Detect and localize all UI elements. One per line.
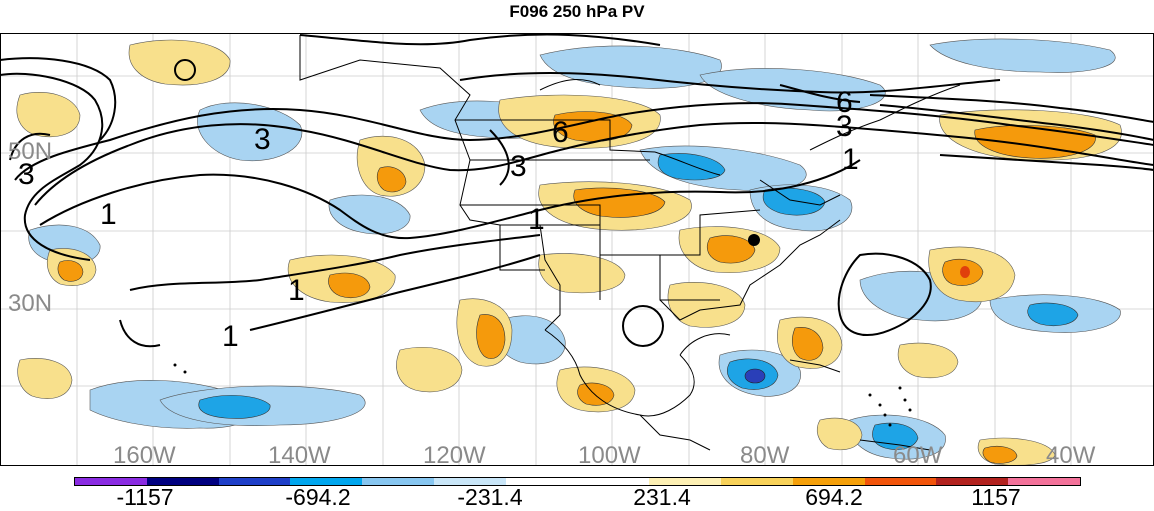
colorbar-swatch [864, 478, 937, 485]
open-circle-marker [622, 305, 664, 347]
colorbar-swatch [290, 478, 363, 485]
contour-label-3-atlantic: 3 [836, 110, 853, 143]
colorbar-label-pos-1157: 1157 [971, 484, 1021, 510]
lon-label-100w: 100W [578, 442, 641, 469]
lon-label-80w: 80W [740, 442, 790, 469]
colorbar-swatch [218, 478, 291, 485]
contour-label-1-newengland: 1 [842, 143, 859, 176]
colorbar-swatch [649, 478, 722, 485]
colorbar-swatch [505, 478, 578, 485]
colorbar [74, 477, 1081, 486]
contour-label-6-canada: 6 [552, 116, 569, 149]
open-circle-marker-small [174, 59, 196, 81]
colorbar-swatch [75, 478, 147, 485]
colorbar-label-neg-1157: -1157 [116, 484, 174, 510]
colorbar-swatch [1008, 478, 1080, 485]
chart-title: F096 250 hPa PV [509, 2, 645, 21]
lat-label-30n: 30N [8, 290, 53, 317]
colorbar-swatch [433, 478, 506, 485]
low-center-marker [748, 234, 760, 246]
colorbar-label-neg-231: -231.4 [457, 484, 523, 510]
colorbar-label-pos-231: 231.4 [633, 484, 691, 510]
strong-positive-core [960, 266, 970, 278]
lon-label-140w: 140W [268, 442, 331, 469]
colorbar-label-neg-694: -694.2 [285, 484, 351, 510]
colorbar-swatch [146, 478, 219, 485]
lon-label-160w: 160W [113, 442, 176, 469]
strong-negative-pv-shading [198, 153, 1079, 450]
positive-pv-shading [16, 39, 1122, 466]
colorbar-swatch [362, 478, 434, 485]
lon-label-120w: 120W [423, 442, 486, 469]
contour-label-1-pacific: 1 [288, 274, 305, 307]
political-boundaries [299, 35, 961, 451]
colorbar-swatch [577, 478, 650, 485]
island-dots [173, 363, 912, 427]
contour-label-6-atlantic: 6 [836, 86, 853, 119]
lon-label-60w: 60W [893, 442, 943, 469]
contour-label-3-pacific: 3 [254, 123, 271, 156]
colorbar-label-pos-694: 694.2 [805, 484, 863, 510]
colorbar-swatch [721, 478, 793, 485]
pv-contours [0, 33, 1154, 348]
contour-label-3-west: 3 [18, 158, 35, 191]
contour-label-3-plains: 3 [510, 150, 527, 183]
deep-negative-core [744, 368, 766, 384]
lat-label-50n: 50N [8, 138, 53, 165]
contour-label-1-subtropics: 1 [222, 320, 239, 353]
colorbar-swatch [936, 478, 1009, 485]
contour-label-1-west: 1 [100, 198, 117, 231]
contour-label-1-rockies: 1 [528, 203, 545, 236]
lon-label-40w: 40W [1046, 442, 1096, 469]
colorbar-swatch [792, 478, 865, 485]
